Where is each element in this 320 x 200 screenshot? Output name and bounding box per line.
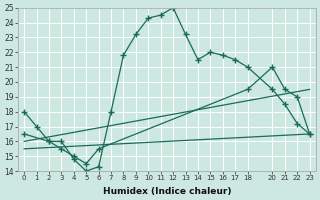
X-axis label: Humidex (Indice chaleur): Humidex (Indice chaleur) [103, 187, 231, 196]
